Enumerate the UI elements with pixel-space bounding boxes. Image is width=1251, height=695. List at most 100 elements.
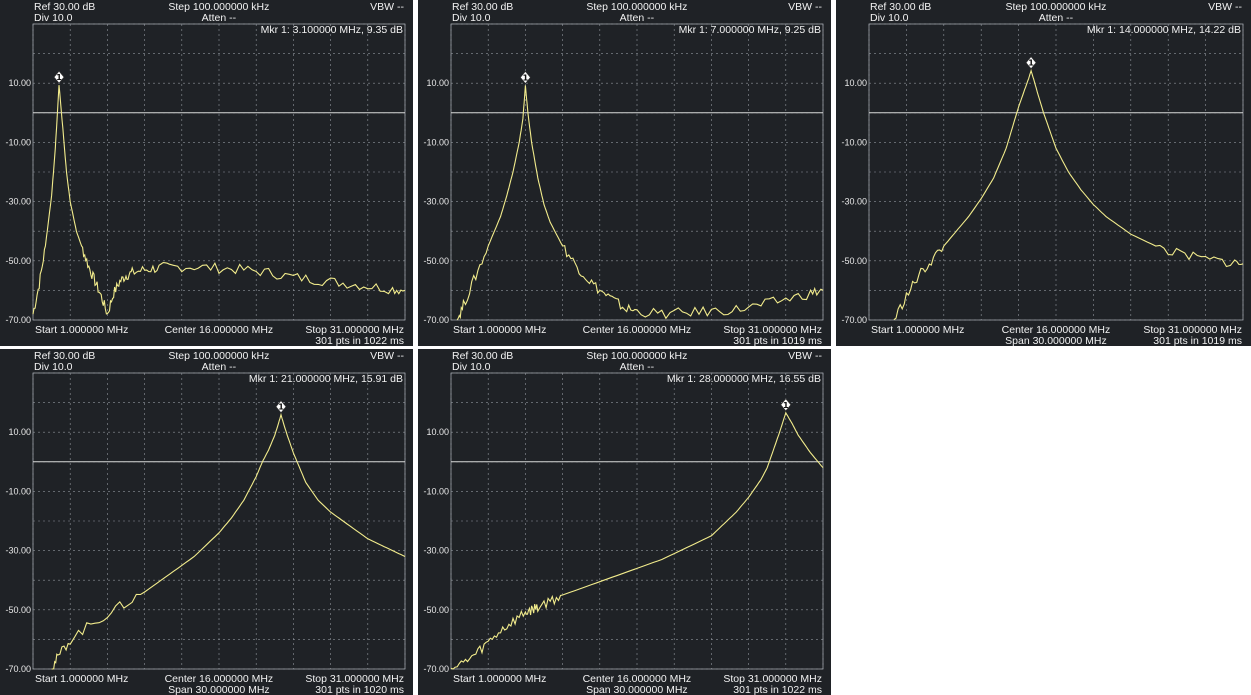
marker-1: 1 [1025, 56, 1037, 70]
marker-1: 1 [275, 400, 287, 414]
stop-frequency-label: Stop 31.000000 MHz [723, 324, 822, 336]
center-frequency-label: Center 16.000000 MHz [165, 324, 274, 336]
y-tick-label: -70.00 [423, 664, 449, 674]
plot-frame [32, 372, 406, 670]
y-tick-label: -70.00 [841, 315, 867, 325]
marker-number: 1 [523, 73, 529, 82]
plot-frame [450, 372, 824, 670]
start-frequency-label: Start 1.000000 MHz [453, 324, 546, 336]
marker-readout: Mkr 1: 14.000000 MHz, 14.22 dB [1087, 24, 1241, 36]
spectrum-panel-2: Ref 30.00 dB Div 10.0 Step 100.000000 kHz A… [418, 0, 831, 346]
stop-frequency-label: Stop 31.000000 MHz [305, 324, 404, 336]
y-tick-label: -10.00 [423, 137, 449, 147]
y-tick-label: 10.00 [426, 78, 449, 88]
stop-frequency-label: Stop 31.000000 MHz [723, 673, 822, 685]
vbw-label: VBW -- [370, 1, 404, 13]
vbw-label: VBW -- [370, 350, 404, 362]
y-tick-label: -30.00 [5, 546, 31, 556]
y-tick-label: -10.00 [423, 486, 449, 496]
marker-number: 1 [1028, 59, 1034, 68]
y-tick-label: 10.00 [8, 427, 31, 437]
y-tick-label: -30.00 [423, 546, 449, 556]
marker-readout: Mkr 1: 3.100000 MHz, 9.35 dB [261, 24, 403, 36]
vbw-label: VBW -- [788, 350, 822, 362]
marker-diamond-icon [520, 70, 531, 84]
marker-1: 1 [520, 70, 531, 84]
step-label: Step 100.000000 kHz [586, 350, 687, 362]
y-tick-label: 10.00 [844, 78, 867, 88]
marker-diamond-icon [275, 400, 287, 414]
plot-frame [450, 23, 824, 321]
marker-diamond-icon [1025, 56, 1037, 70]
atten-label: Atten -- [1039, 12, 1074, 24]
spectrum-panel-4: Ref 30.00 dB Div 10.0 Step 100.000000 kHz A… [0, 349, 413, 695]
trace-line [893, 68, 1244, 321]
spectrum-panel-5: Ref 30.00 dB Div 10.0 Step 100.000000 kHz A… [418, 349, 831, 695]
marker-readout: Mkr 1: 7.000000 MHz, 9.25 dB [679, 24, 821, 36]
marker-number: 1 [783, 401, 789, 410]
ref-level-label: Ref 30.00 dB [452, 1, 513, 13]
step-label: Step 100.000000 kHz [168, 350, 269, 362]
sweep-points-label: 301 pts in 1020 ms [315, 684, 404, 695]
y-tick-label: -10.00 [5, 486, 31, 496]
div-label: Div 10.0 [34, 361, 73, 373]
y-tick-label: -30.00 [423, 197, 449, 207]
center-frequency-label: Center 16.000000 MHz [1002, 324, 1111, 336]
start-frequency-label: Start 1.000000 MHz [871, 324, 964, 336]
y-tick-label: -50.00 [5, 605, 31, 615]
marker-1: 1 [53, 70, 65, 84]
marker-number: 1 [56, 73, 62, 82]
span-label: Span 30.000000 MHz [168, 684, 270, 695]
trace-line [32, 85, 406, 315]
step-label: Step 100.000000 kHz [168, 1, 269, 13]
atten-label: Atten -- [202, 361, 237, 373]
trace-line [456, 85, 824, 321]
y-tick-label: -10.00 [5, 137, 31, 147]
div-label: Div 10.0 [452, 361, 491, 373]
sweep-points-label: 301 pts in 1019 ms [733, 335, 822, 346]
y-tick-label: -50.00 [423, 256, 449, 266]
start-frequency-label: Start 1.000000 MHz [453, 673, 546, 685]
spectrum-panel-1: Ref 30.00 dB Div 10.0 Step 100.000000 kHz A… [0, 0, 413, 346]
sweep-points-label: 301 pts in 1019 ms [1153, 335, 1242, 346]
marker-readout: Mkr 1: 28.000000 MHz, 16.55 dB [667, 373, 821, 385]
y-tick-label: -50.00 [423, 605, 449, 615]
span-label: Span 30.000000 MHz [586, 684, 688, 695]
marker-1: 1 [780, 398, 792, 412]
atten-label: Atten -- [202, 12, 237, 24]
y-tick-label: -70.00 [423, 315, 449, 325]
step-label: Step 100.000000 kHz [1005, 1, 1106, 13]
marker-number: 1 [278, 403, 284, 412]
trace-line [51, 412, 406, 670]
div-label: Div 10.0 [870, 12, 909, 24]
y-tick-label: 10.00 [8, 78, 31, 88]
stop-frequency-label: Stop 31.000000 MHz [305, 673, 404, 685]
ref-level-label: Ref 30.00 dB [870, 1, 931, 13]
sweep-points-label: 301 pts in 1022 ms [733, 684, 822, 695]
y-tick-label: -70.00 [5, 315, 31, 325]
stop-frequency-label: Stop 31.000000 MHz [1143, 324, 1242, 336]
y-tick-label: -50.00 [841, 256, 867, 266]
span-label: Span 30.000000 MHz [1005, 335, 1107, 346]
ref-level-label: Ref 30.00 dB [452, 350, 513, 362]
start-frequency-label: Start 1.000000 MHz [35, 324, 128, 336]
div-label: Div 10.0 [452, 12, 491, 24]
y-tick-label: -10.00 [841, 137, 867, 147]
start-frequency-label: Start 1.000000 MHz [35, 673, 128, 685]
marker-readout: Mkr 1: 21.000000 MHz, 15.91 dB [249, 373, 403, 385]
vbw-label: VBW -- [1208, 1, 1242, 13]
y-tick-label: -50.00 [5, 256, 31, 266]
spectrum-panel-3: Ref 30.00 dB Div 10.0 Step 100.000000 kHz A… [836, 0, 1251, 346]
atten-label: Atten -- [620, 12, 655, 24]
marker-diamond-icon [780, 398, 792, 412]
center-frequency-label: Center 16.000000 MHz [583, 324, 692, 336]
ref-level-label: Ref 30.00 dB [34, 1, 95, 13]
y-tick-label: -30.00 [841, 197, 867, 207]
step-label: Step 100.000000 kHz [586, 1, 687, 13]
center-frequency-label: Center 16.000000 MHz [583, 673, 692, 685]
